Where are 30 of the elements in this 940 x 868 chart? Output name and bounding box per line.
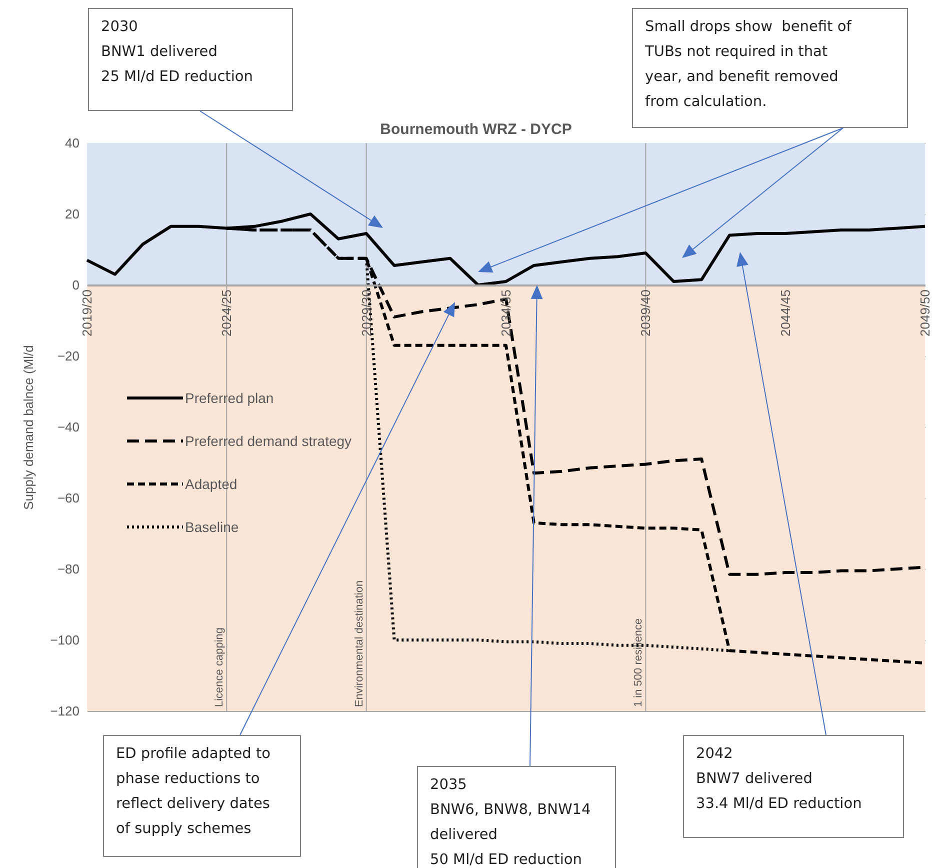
y-tick-label: 20 bbox=[65, 206, 80, 222]
text: ED profile adapted to phase reductions to reflect delivery dates of supply schemes bbox=[103, 735, 301, 857]
x-tick-label: 2024/25 bbox=[219, 290, 234, 336]
x-tick-label: 2019/20 bbox=[80, 290, 94, 336]
chart-title: Bournemouth WRZ - DYCP bbox=[380, 121, 572, 138]
legend-label: Preferred demand strategy bbox=[185, 433, 352, 449]
y-tick-label: −120 bbox=[50, 704, 80, 718]
y-tick-label: 0 bbox=[72, 278, 80, 292]
text: 2035 BNW6, BNW8, BNW14 delivered 50 Ml/d ED reduction bbox=[417, 766, 616, 868]
text: 2030 BNW1 delivered 25 Ml/d ED reduction bbox=[88, 8, 293, 111]
x-tick-label: 2034/35 bbox=[498, 290, 514, 336]
y-tick-label: −80 bbox=[57, 562, 80, 576]
text: 2042 BNW7 delivered 33.4 Ml/d ED reduction bbox=[683, 735, 904, 838]
y-tick-label: −20 bbox=[57, 348, 80, 364]
ref-line-label: 1 in 500 resilience bbox=[632, 618, 645, 707]
legend-label: Baseline bbox=[185, 519, 239, 535]
y-tick-label: 40 bbox=[65, 136, 80, 150]
x-tick-label: 2029/30 bbox=[358, 290, 374, 336]
y-tick-label: −100 bbox=[50, 632, 80, 648]
y-tick-label: −40 bbox=[57, 420, 80, 434]
legend-label: Adapted bbox=[185, 476, 238, 492]
x-tick-label: 2039/40 bbox=[638, 290, 654, 336]
x-tick-label: 2044/45 bbox=[778, 290, 793, 336]
y-tick-label: −60 bbox=[57, 490, 80, 506]
text: Small drops show benefit of TUBs not required in that year, and benefit removed from calculation. bbox=[632, 8, 908, 128]
ref-line-label: Licence capping bbox=[214, 627, 226, 707]
legend-label: Preferred plan bbox=[185, 390, 274, 406]
ref-line-label: Environmental destination bbox=[353, 580, 366, 707]
x-tick-label: 2049/50 bbox=[918, 290, 932, 336]
y-axis-title: Supply demand balnce (Ml/d bbox=[21, 345, 36, 510]
